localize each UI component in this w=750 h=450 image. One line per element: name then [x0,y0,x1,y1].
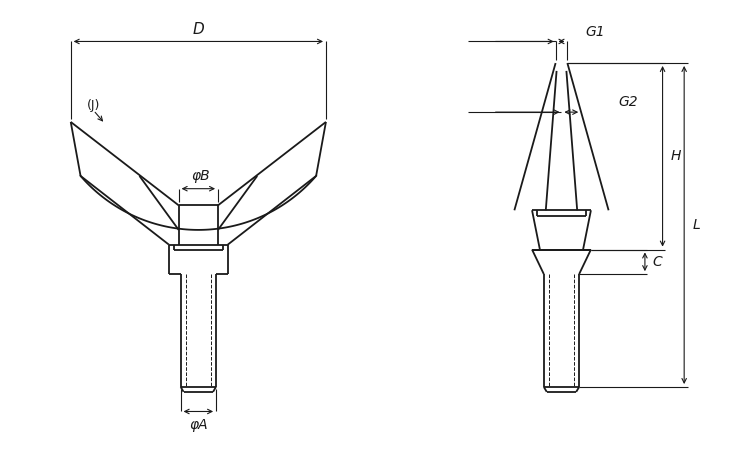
Text: G2: G2 [619,95,638,109]
Text: D: D [193,22,204,37]
Text: L: L [693,218,700,232]
Text: C: C [652,255,662,269]
Text: G1: G1 [585,25,604,39]
Text: φB: φB [191,169,209,183]
Text: (J): (J) [87,99,100,112]
Text: H: H [670,149,680,163]
Text: φA: φA [189,418,208,432]
